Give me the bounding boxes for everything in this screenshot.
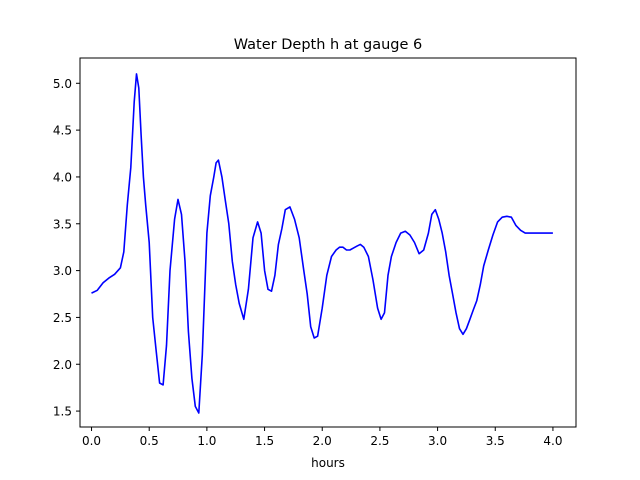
y-tick-label: 4.0 [53,170,72,184]
x-tick-label: 2.5 [370,434,389,448]
x-tick-label: 2.0 [313,434,332,448]
x-tick-label: 3.0 [428,434,447,448]
y-tick-label: 5.0 [53,77,72,91]
y-tick-label: 1.5 [53,405,72,419]
plot-area [91,73,553,414]
y-tick-label: 2.5 [53,311,72,325]
chart-title: Water Depth h at gauge 6 [234,37,422,53]
series-line-0 [91,73,553,414]
x-tick-label: 3.5 [486,434,505,448]
x-tick-label: 0.0 [82,434,101,448]
x-axis: 0.0 0.5 1.0 1.5 2.0 2.5 3.0 3.5 4.0 [82,427,562,448]
x-axis-label: hours [311,456,345,470]
y-axis: 1.5 2.0 2.5 3.0 3.5 4.0 4.5 5.0 [53,77,80,419]
x-tick-label: 0.5 [140,434,159,448]
y-tick-label: 2.0 [53,358,72,372]
x-tick-label: 4.0 [543,434,562,448]
y-tick-label: 4.5 [53,124,72,138]
y-tick-label: 3.5 [53,217,72,231]
axes-frame [79,57,577,428]
x-tick-label: 1.0 [197,434,216,448]
y-tick-label: 3.0 [53,264,72,278]
x-tick-label: 1.5 [255,434,274,448]
